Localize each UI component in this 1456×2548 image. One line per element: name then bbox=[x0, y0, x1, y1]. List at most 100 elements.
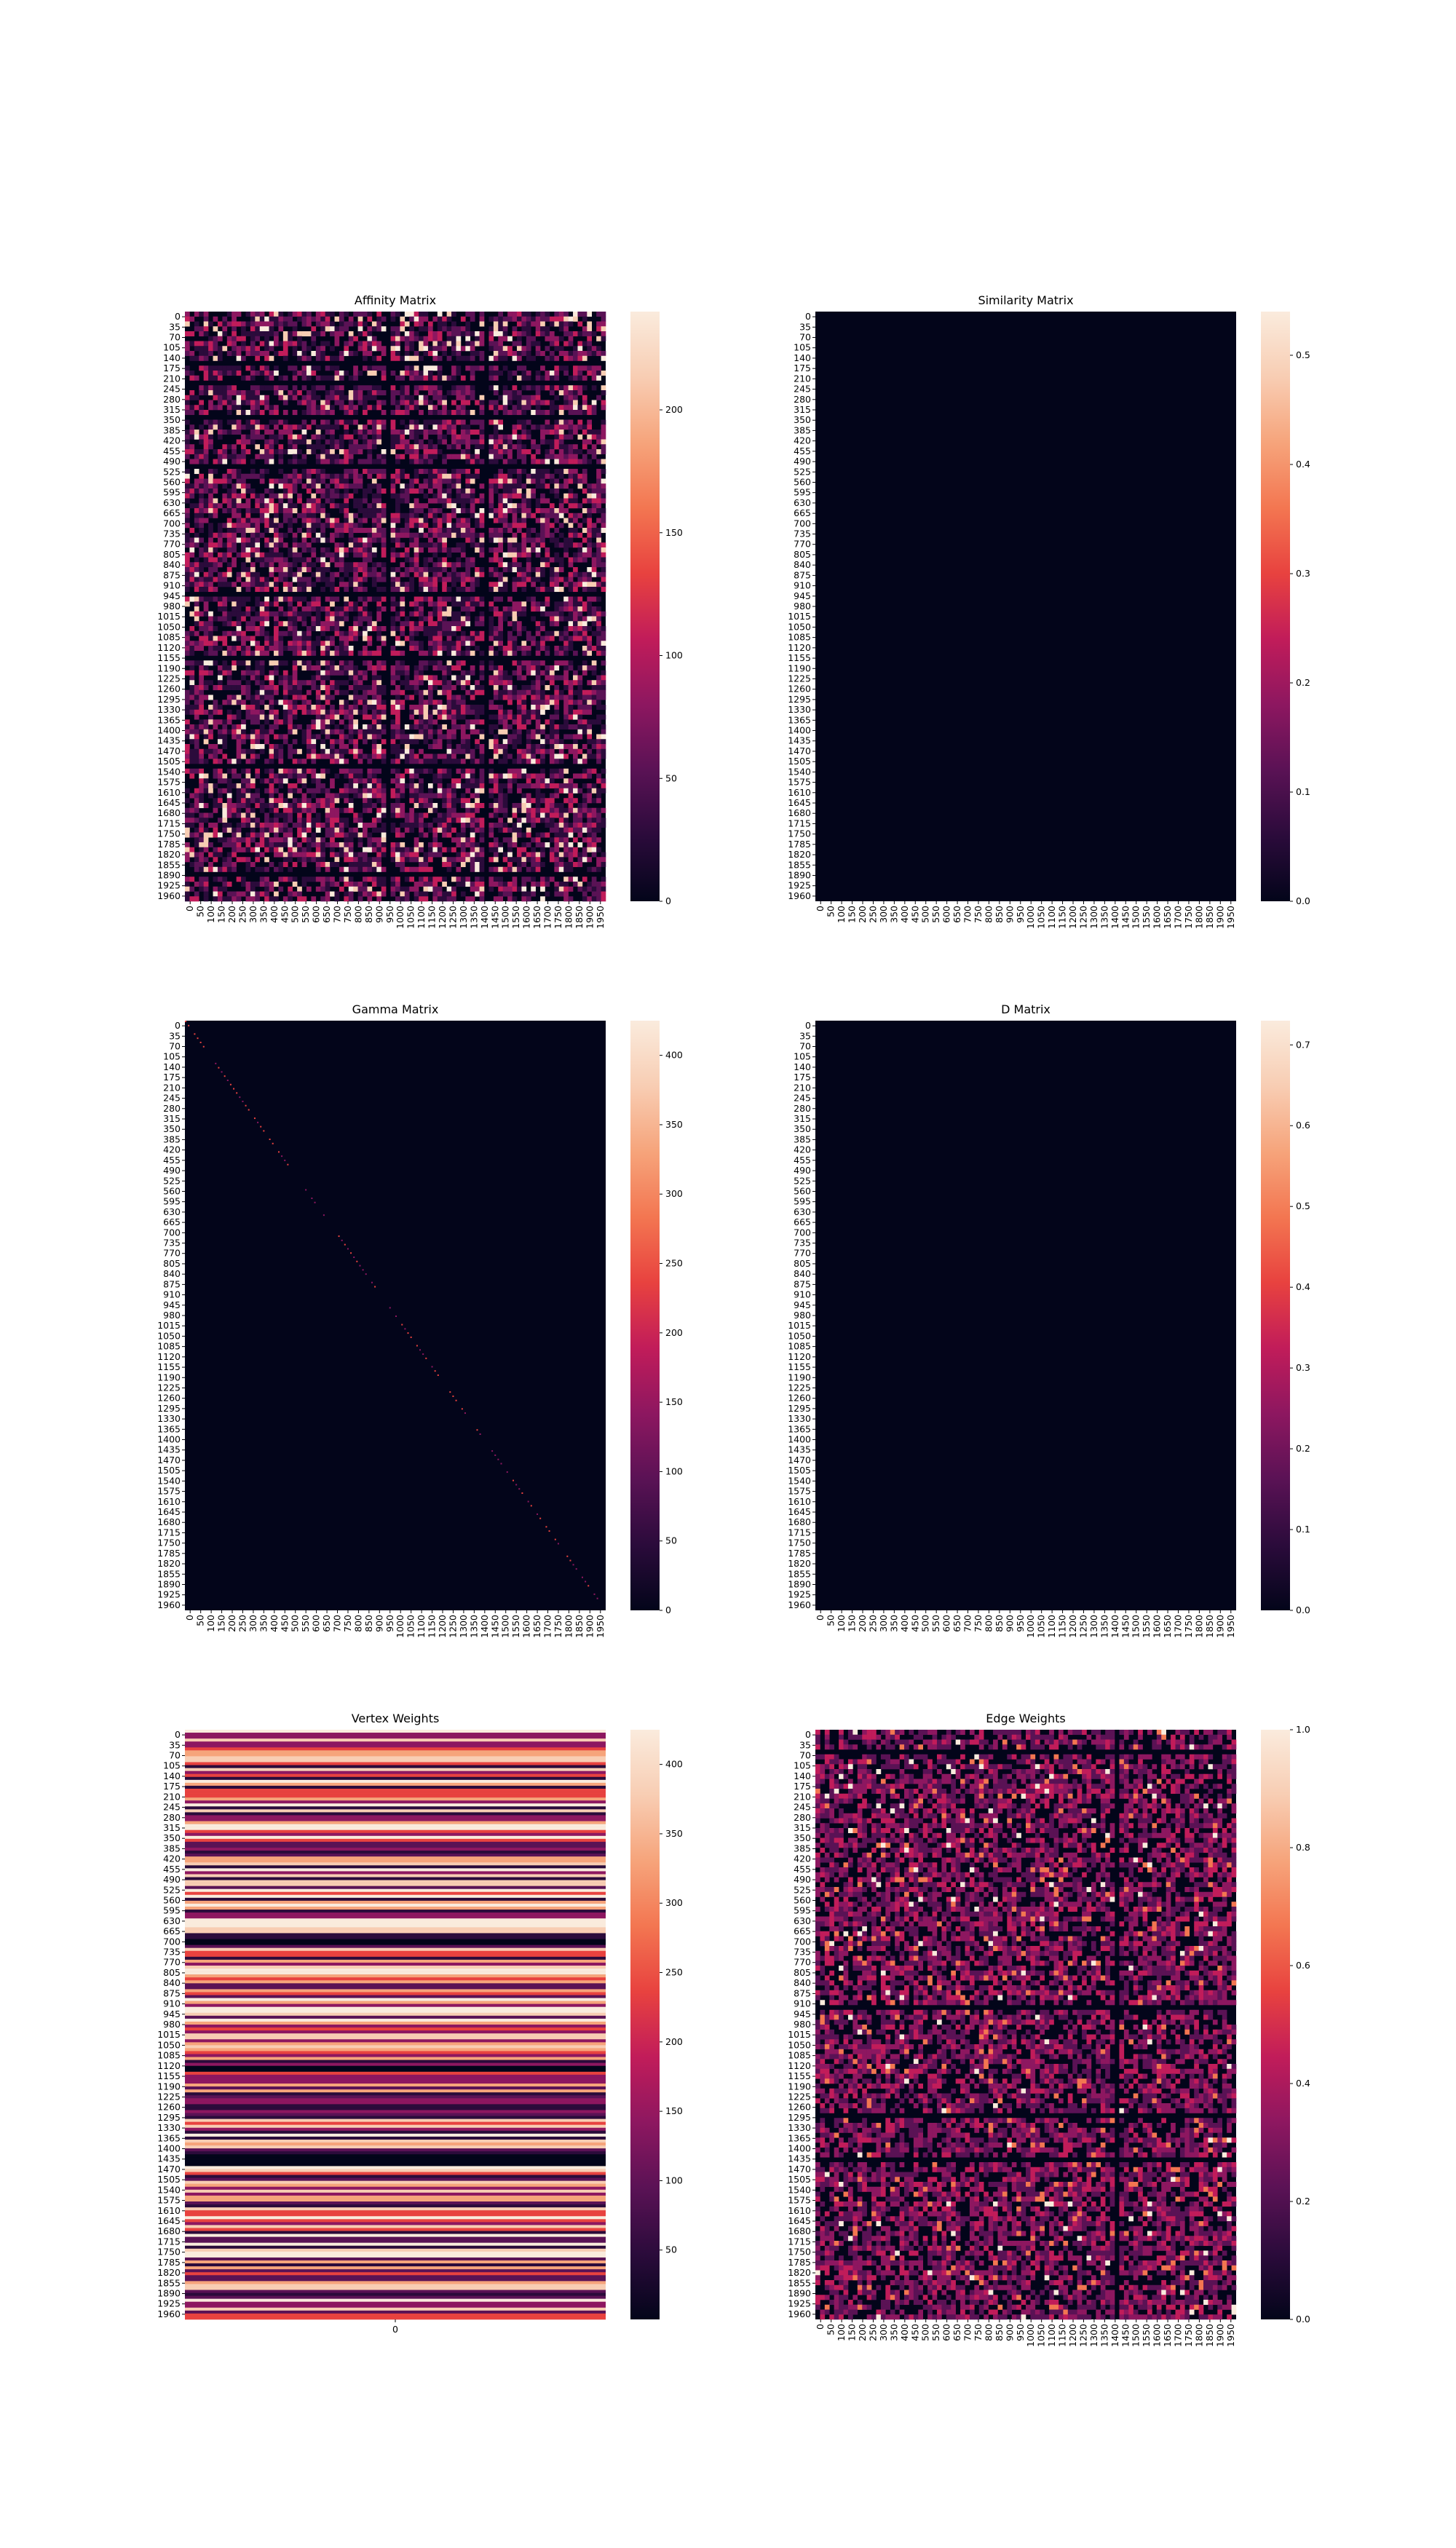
stripe-row bbox=[185, 2228, 606, 2231]
y-tick-label: 980 bbox=[163, 2019, 181, 2030]
y-tick-label: 945 bbox=[794, 1299, 811, 1310]
x-tick-label: 1100 bbox=[1046, 2324, 1057, 2347]
stripe-row bbox=[185, 2057, 606, 2060]
stripe-row bbox=[185, 1803, 606, 1807]
stripe-row bbox=[185, 2222, 606, 2225]
stripe-row bbox=[185, 1762, 606, 1765]
y-tick-label: 595 bbox=[794, 487, 811, 498]
stripe-row bbox=[185, 1883, 606, 1886]
y-tick-label: 1925 bbox=[157, 880, 181, 891]
stripe-row bbox=[185, 1971, 606, 1975]
x-tick-label: 1050 bbox=[1036, 1615, 1047, 1638]
y-tick-label: 245 bbox=[163, 384, 181, 395]
x-tick-label: 700 bbox=[332, 906, 343, 923]
x-tick-label: 1050 bbox=[1036, 2324, 1047, 2347]
x-tick-label: 200 bbox=[857, 1615, 868, 1632]
x-tick-label: 1700 bbox=[542, 906, 553, 929]
x-tick-label: 1400 bbox=[1109, 2324, 1120, 2347]
x-tick-label: 1600 bbox=[1152, 906, 1163, 929]
y-tick-label: 560 bbox=[163, 476, 181, 487]
diagonal-mark bbox=[344, 1243, 346, 1246]
diagonal-mark bbox=[545, 1526, 547, 1528]
x-tick-label: 900 bbox=[373, 906, 384, 923]
x-tick-label: 400 bbox=[269, 906, 280, 923]
diagonal-mark bbox=[548, 1530, 550, 1532]
diagonal-mark bbox=[491, 1450, 494, 1452]
x-tick-label: 1250 bbox=[1077, 2324, 1088, 2347]
diagonal-mark bbox=[371, 1281, 373, 1283]
y-tick-label: 175 bbox=[794, 363, 811, 373]
y-tick-label: 1960 bbox=[788, 1599, 811, 1610]
y-tick-label: 1855 bbox=[157, 2277, 181, 2288]
y-tick-label: 1225 bbox=[157, 2091, 181, 2102]
diagonal-mark bbox=[585, 1580, 587, 1583]
x-tick-label: 1250 bbox=[447, 906, 458, 929]
x-tick-label: 500 bbox=[290, 906, 301, 923]
x-tick-label: 0 bbox=[815, 1615, 826, 1621]
y-tick-label: 1855 bbox=[788, 859, 811, 870]
panel-title: D Matrix bbox=[1001, 1002, 1051, 1016]
x-tick-label: 400 bbox=[269, 1615, 280, 1632]
stripe-row bbox=[185, 2225, 606, 2228]
colorbar-tick-label: 0.7 bbox=[1296, 1039, 1310, 1050]
y-tick-label: 35 bbox=[799, 321, 811, 332]
colorbar-tick-label: 200 bbox=[665, 2036, 683, 2047]
y-tick-label: 1785 bbox=[157, 1548, 181, 1559]
colorbar-tick-label: 100 bbox=[665, 2175, 683, 2185]
y-tick-label: 1680 bbox=[788, 2225, 811, 2236]
x-tick-label: 900 bbox=[1004, 1615, 1015, 1632]
diagonal-mark bbox=[557, 1543, 559, 1545]
y-tick-label: 175 bbox=[794, 1781, 811, 1792]
y-tick-label: 770 bbox=[794, 1248, 811, 1259]
stripe-row bbox=[185, 2257, 606, 2261]
y-tick-label: 490 bbox=[794, 1874, 811, 1885]
stripe-row bbox=[185, 1741, 606, 1745]
y-tick-label: 560 bbox=[794, 1185, 811, 1196]
x-tick-label: 1150 bbox=[1057, 2324, 1068, 2347]
y-tick-label: 1120 bbox=[788, 1351, 811, 1362]
x-tick-label: 450 bbox=[909, 2324, 920, 2341]
y-tick-label: 805 bbox=[163, 549, 181, 560]
diagonal-mark bbox=[527, 1500, 529, 1503]
y-tick-label: 1925 bbox=[788, 880, 811, 891]
diagonal-mark bbox=[452, 1395, 454, 1397]
y-tick-label: 1575 bbox=[788, 1486, 811, 1497]
y-tick-label: 735 bbox=[794, 1238, 811, 1249]
y-tick-label: 70 bbox=[799, 1041, 811, 1052]
y-tick-label: 980 bbox=[794, 1310, 811, 1321]
x-tick-label: 950 bbox=[384, 906, 395, 923]
stripe-row bbox=[185, 2198, 606, 2202]
y-tick-label: 1085 bbox=[788, 1341, 811, 1352]
y-tick-label: 560 bbox=[163, 1894, 181, 1905]
diagonal-mark bbox=[229, 1083, 232, 1085]
diagonal-mark bbox=[425, 1357, 427, 1359]
diagonal-mark bbox=[434, 1370, 436, 1372]
y-tick-label: 385 bbox=[794, 424, 811, 435]
diagonal-mark bbox=[253, 1117, 256, 1120]
y-tick-label: 1225 bbox=[157, 1382, 181, 1393]
stripe-row bbox=[185, 2124, 606, 2129]
stripe-row bbox=[185, 2062, 606, 2066]
x-tick-label: 100 bbox=[205, 906, 216, 923]
stripe-row bbox=[185, 2148, 606, 2152]
diagonal-mark bbox=[410, 1336, 412, 1338]
y-tick-label: 490 bbox=[794, 1165, 811, 1176]
stripe-row bbox=[185, 1969, 606, 1972]
y-tick-label: 1575 bbox=[157, 2195, 181, 2206]
y-tick-label: 910 bbox=[163, 1998, 181, 2009]
y-tick-label: 1610 bbox=[788, 787, 811, 798]
y-tick-label: 105 bbox=[794, 342, 811, 353]
y-tick-label: 1155 bbox=[788, 1361, 811, 1372]
y-tick-label: 420 bbox=[163, 1144, 181, 1155]
x-tick-label: 850 bbox=[363, 1615, 374, 1632]
y-tick-label: 280 bbox=[163, 1103, 181, 1114]
y-tick-label: 245 bbox=[163, 1802, 181, 1813]
colorbar-tick-label: 200 bbox=[665, 1327, 683, 1338]
x-tick-label: 1600 bbox=[1152, 1615, 1163, 1638]
stripe-row bbox=[185, 2012, 606, 2017]
x-tick-label: 1150 bbox=[1057, 906, 1068, 929]
x-tick-label: 200 bbox=[226, 1615, 237, 1632]
x-tick-label: 550 bbox=[300, 1615, 311, 1632]
y-tick-label: 1155 bbox=[157, 1361, 181, 1372]
y-tick-label: 1925 bbox=[788, 2298, 811, 2309]
